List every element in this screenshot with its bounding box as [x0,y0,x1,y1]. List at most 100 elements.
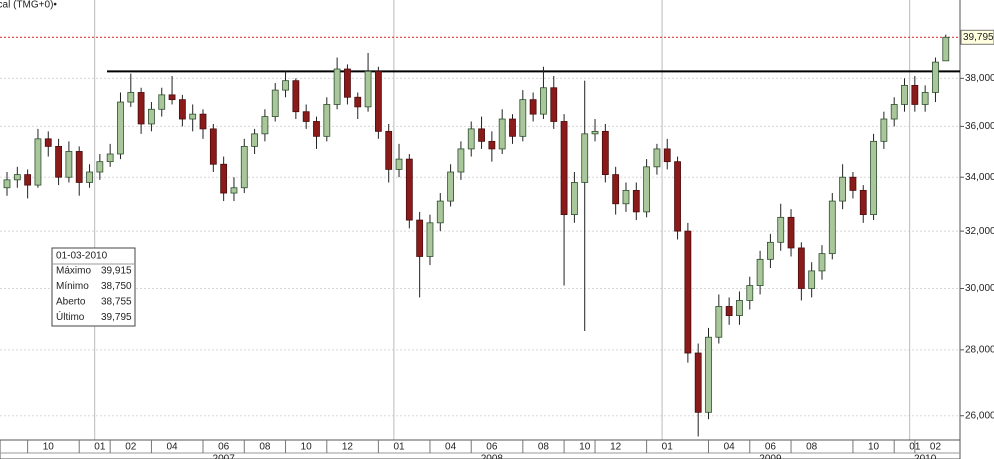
candle-body [106,153,114,163]
candle-body [911,84,919,105]
x-tick-label: 10 [301,442,313,453]
candle-body [839,176,847,202]
candle-body [55,145,62,178]
candle-body [787,216,795,249]
candle-body [127,92,135,103]
candle-body [292,80,300,113]
candle-body [509,118,516,137]
candle-body [715,306,723,338]
candle-body [550,87,558,122]
candle-body [570,182,578,216]
x-tick-label: 08 [538,442,550,453]
x-tick-label: 02 [930,442,942,453]
candle-body [117,101,124,155]
candle-body [75,151,83,183]
info-label: Máximo [56,266,91,277]
chart-title: ocal (TMG+0)• [0,0,57,11]
candle-body [746,285,754,301]
x-tick-label: 12 [610,442,622,453]
candle-body [416,219,424,257]
candle-body [271,89,279,117]
candle-body [385,130,393,170]
candle-body [251,133,258,147]
candle-body [653,148,661,168]
candle-body [612,174,620,205]
candle-body [220,163,228,194]
candle-body [519,99,527,137]
candle-body [601,130,609,176]
year-label: 2010 [914,454,937,459]
candle-body [797,247,805,289]
x-tick-label: 08 [806,442,818,453]
candle-body [34,138,42,186]
candle-body [344,68,351,98]
candle-body [849,176,857,191]
price-tag [960,29,994,45]
candle-body [96,161,104,173]
x-tick-label: 06 [218,442,230,453]
candle-body [478,128,485,142]
candle-body [323,104,331,137]
candle-body [859,189,867,216]
y-tick-label: 34,000 [965,172,994,183]
candle-body [137,92,145,125]
candle-body [932,61,939,93]
candle-body [374,70,382,132]
candle-body [684,230,692,354]
info-label: Aberto [56,297,86,308]
candle-body [189,113,197,120]
x-tick-label: 06 [765,442,777,453]
candle-body [447,171,454,202]
candle-body [756,258,764,286]
candle-body [282,80,289,91]
x-tick-label: 04 [724,442,736,453]
candle-body [736,300,743,316]
year-label: 2009 [759,454,782,459]
candle-body [457,148,465,173]
x-tick-label: 04 [166,442,178,453]
candle-body [591,130,599,135]
info-value: 38,755 [101,297,132,308]
candle-body [302,111,310,122]
x-tick-label: 10 [43,442,55,453]
candle-body [529,99,537,115]
info-box [51,247,136,327]
candle-body [663,148,671,163]
info-label: Último [56,310,85,323]
candle-body [767,241,774,260]
candle-body [828,200,836,255]
candle-body [426,222,434,257]
candle-body [65,151,73,178]
candle-body [643,166,651,213]
price-tag-label: 39,795 [963,32,994,43]
candle-body [148,108,155,125]
candle-body [921,92,929,105]
x-tick-label: 12 [342,442,354,453]
candle-body [467,128,475,150]
x-tick-label: 01 [662,442,674,453]
candle-body [818,253,826,272]
candle-body [354,96,362,108]
x-axis-strip [0,439,961,459]
candle-body [674,161,681,232]
candle-body [158,94,166,110]
x-tick-label: 01 [94,442,106,453]
y-tick-label: 32,000 [965,226,994,237]
candle-body [86,171,93,183]
candle-body [13,174,21,181]
candle-body [540,87,547,115]
info-value: 39,915 [101,266,132,277]
x-tick-label: 06 [486,442,498,453]
candle-body [870,140,877,216]
candle-body [880,118,888,142]
x-tick-label: 02 [125,442,137,453]
candle-body [168,94,176,101]
candle-body [395,158,403,170]
info-label: Mínimo [56,281,89,292]
candle-body [405,158,413,221]
candle-body [261,116,269,135]
candle-body [777,216,785,243]
candle-body [581,133,589,183]
